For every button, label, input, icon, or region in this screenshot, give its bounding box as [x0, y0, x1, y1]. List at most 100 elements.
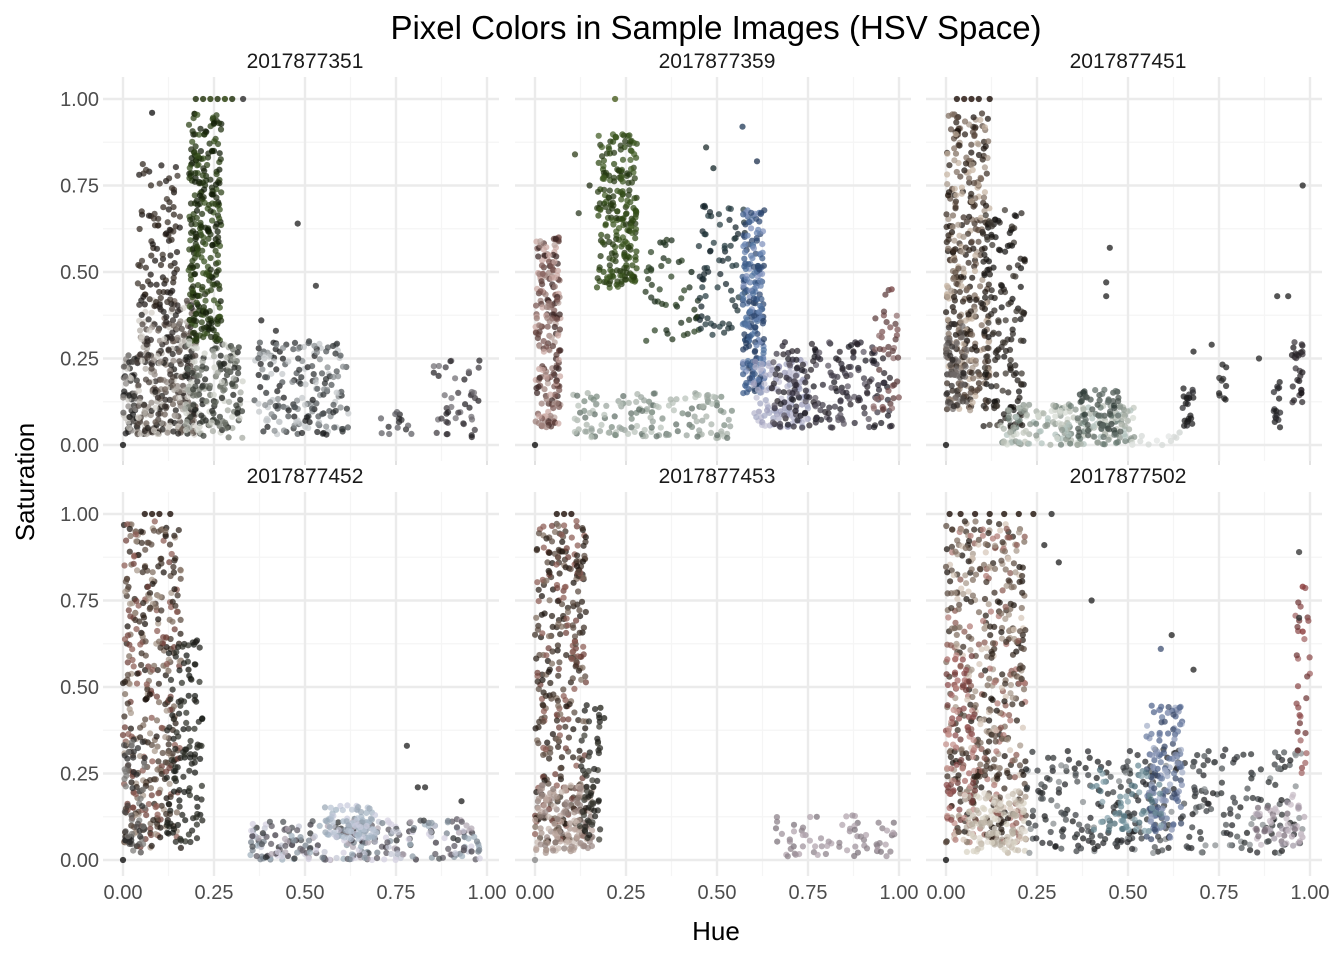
- data-point: [305, 837, 313, 844]
- data-point: [155, 758, 162, 765]
- data-point: [368, 816, 375, 823]
- data-point: [121, 562, 128, 569]
- facet-strip-label: 2017877351: [247, 50, 364, 73]
- data-point: [468, 434, 475, 441]
- data-point: [443, 418, 450, 425]
- data-point: [197, 755, 204, 763]
- data-point: [189, 369, 196, 376]
- data-point: [551, 528, 559, 536]
- data-point: [151, 748, 158, 755]
- data-point: [344, 424, 351, 431]
- data-point: [324, 364, 331, 371]
- data-point: [612, 431, 619, 438]
- data-point: [345, 827, 352, 835]
- data-point: [756, 266, 763, 273]
- data-point: [185, 121, 193, 128]
- y-tick-label: 0.50: [60, 262, 99, 284]
- data-point: [799, 361, 807, 368]
- data-point: [629, 217, 637, 224]
- data-point: [194, 111, 201, 118]
- data-point: [761, 412, 768, 419]
- data-point: [985, 281, 992, 288]
- data-point: [1033, 432, 1040, 439]
- data-point: [186, 743, 193, 750]
- data-point: [977, 174, 984, 181]
- data-point: [543, 343, 550, 350]
- data-point: [807, 366, 815, 373]
- data-point: [970, 203, 977, 210]
- data-point: [322, 817, 329, 824]
- data-point: [950, 403, 958, 410]
- data-point: [966, 179, 973, 186]
- data-point: [599, 239, 606, 246]
- data-point: [968, 95, 975, 103]
- data-point: [1013, 430, 1020, 438]
- data-point: [988, 231, 995, 238]
- data-point: [716, 323, 723, 330]
- data-point: [169, 305, 176, 312]
- data-point: [847, 363, 854, 370]
- data-point: [1052, 413, 1059, 420]
- data-point: [947, 126, 955, 133]
- data-point: [191, 358, 198, 365]
- data-point: [430, 363, 437, 370]
- data-point: [154, 667, 161, 674]
- data-point: [152, 388, 159, 395]
- data-point: [573, 518, 580, 525]
- data-point: [187, 754, 194, 761]
- data-point: [279, 345, 287, 352]
- data-point: [186, 164, 193, 171]
- data-point: [191, 725, 198, 732]
- data-point: [949, 111, 956, 118]
- data-point: [971, 267, 979, 275]
- data-point: [294, 849, 301, 856]
- points-layer: [531, 95, 902, 449]
- data-point: [943, 309, 950, 316]
- data-point: [993, 371, 1000, 378]
- data-point: [534, 335, 542, 342]
- data-point: [702, 293, 709, 300]
- data-point: [1105, 436, 1112, 443]
- data-point: [742, 344, 750, 351]
- data-point: [202, 297, 209, 304]
- data-point: [948, 287, 955, 294]
- data-point: [967, 407, 974, 414]
- data-point: [127, 725, 134, 732]
- data-point: [612, 252, 619, 259]
- data-point: [1223, 382, 1230, 390]
- data-point: [157, 261, 165, 269]
- data-point: [995, 330, 1002, 337]
- data-point: [157, 306, 164, 313]
- data-point: [786, 404, 793, 411]
- data-point: [127, 532, 134, 540]
- data-point: [986, 421, 993, 428]
- data-point: [466, 404, 473, 411]
- data-point: [1299, 182, 1306, 189]
- data-point: [573, 523, 581, 530]
- data-point: [595, 159, 602, 166]
- data-point: [192, 95, 199, 103]
- data-point: [130, 560, 137, 567]
- data-point: [272, 402, 279, 410]
- data-point: [185, 725, 192, 732]
- x-tick-label: 0.75: [789, 882, 828, 904]
- data-point: [952, 205, 959, 212]
- data-point: [299, 847, 306, 854]
- data-point: [533, 385, 540, 392]
- data-point: [453, 824, 460, 831]
- data-point: [944, 380, 951, 387]
- data-point: [1089, 415, 1096, 422]
- data-point: [1085, 427, 1092, 434]
- data-point: [981, 251, 988, 258]
- data-point: [167, 510, 174, 518]
- data-point: [704, 315, 711, 322]
- data-point: [1297, 372, 1304, 380]
- data-point: [211, 400, 218, 407]
- data-point: [161, 386, 169, 393]
- data-point: [140, 786, 147, 793]
- data-point: [569, 675, 576, 682]
- data-point: [137, 641, 144, 648]
- data-point: [162, 277, 169, 284]
- data-point: [571, 151, 579, 158]
- data-point: [995, 217, 1002, 224]
